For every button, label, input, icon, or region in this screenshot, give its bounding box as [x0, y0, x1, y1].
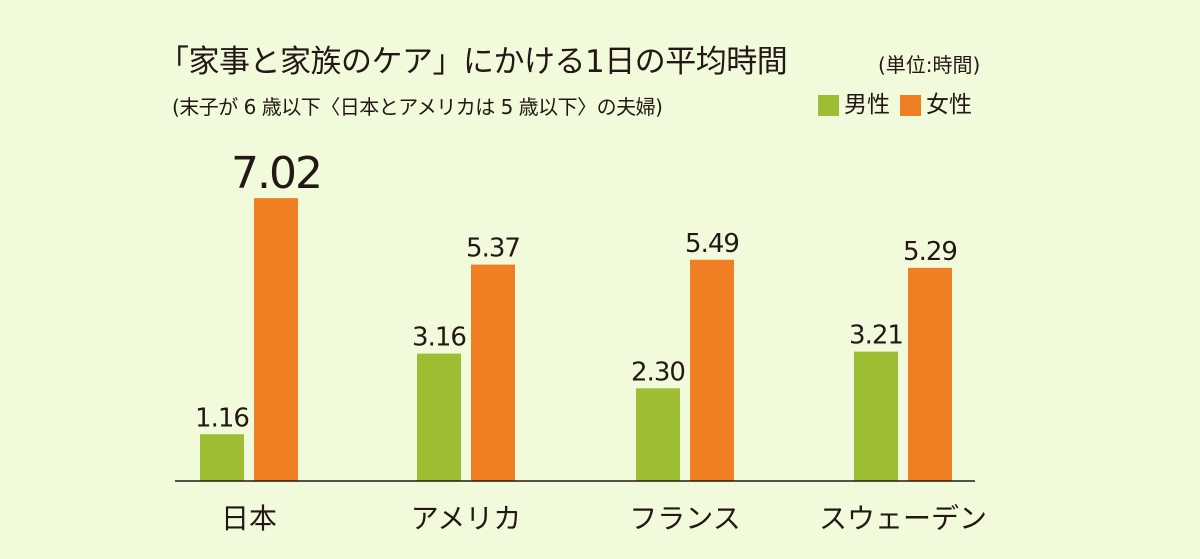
legend-swatch-male [818, 94, 839, 116]
data-label-male-3: 3.21 [849, 321, 903, 351]
bar-male-0 [200, 434, 244, 481]
legend-swatch-female [900, 94, 921, 116]
data-label-female-3: 5.29 [903, 237, 957, 267]
bar-female-0 [254, 198, 298, 481]
bar-male-3 [854, 351, 898, 481]
category-label-0: 日本 [221, 502, 277, 535]
data-label-male-2: 2.30 [631, 357, 685, 387]
data-label-male-1: 3.16 [412, 323, 466, 353]
unit-label: (単位:時間) [878, 53, 981, 77]
bar-female-2 [690, 259, 734, 481]
data-label-female-0: 7.02 [231, 148, 321, 199]
legend-item-male: 男性 [818, 90, 890, 120]
legend-item-female: 女性 [900, 90, 972, 120]
legend-label-male: 男性 [844, 92, 890, 118]
category-label-2: フランス [629, 502, 740, 535]
chart-subtitle: (末子が 6 歳以下〈日本とアメリカは 5 歳以下〉の夫婦) [172, 95, 663, 119]
bar-male-2 [636, 388, 680, 481]
category-label-1: アメリカ [411, 502, 522, 535]
category-label-3: スウェーデン [819, 502, 987, 535]
bar-male-1 [417, 353, 461, 481]
bar-female-3 [908, 267, 952, 481]
bar-female-1 [471, 264, 515, 481]
data-label-female-1: 5.37 [466, 234, 520, 264]
data-label-male-0: 1.16 [195, 403, 249, 433]
legend: 男性 女性 [818, 90, 982, 120]
data-label-female-2: 5.49 [685, 229, 739, 259]
legend-label-female: 女性 [926, 92, 972, 118]
chart-title: 「家事と家族のケア」にかける1日の平均時間 [158, 44, 788, 80]
